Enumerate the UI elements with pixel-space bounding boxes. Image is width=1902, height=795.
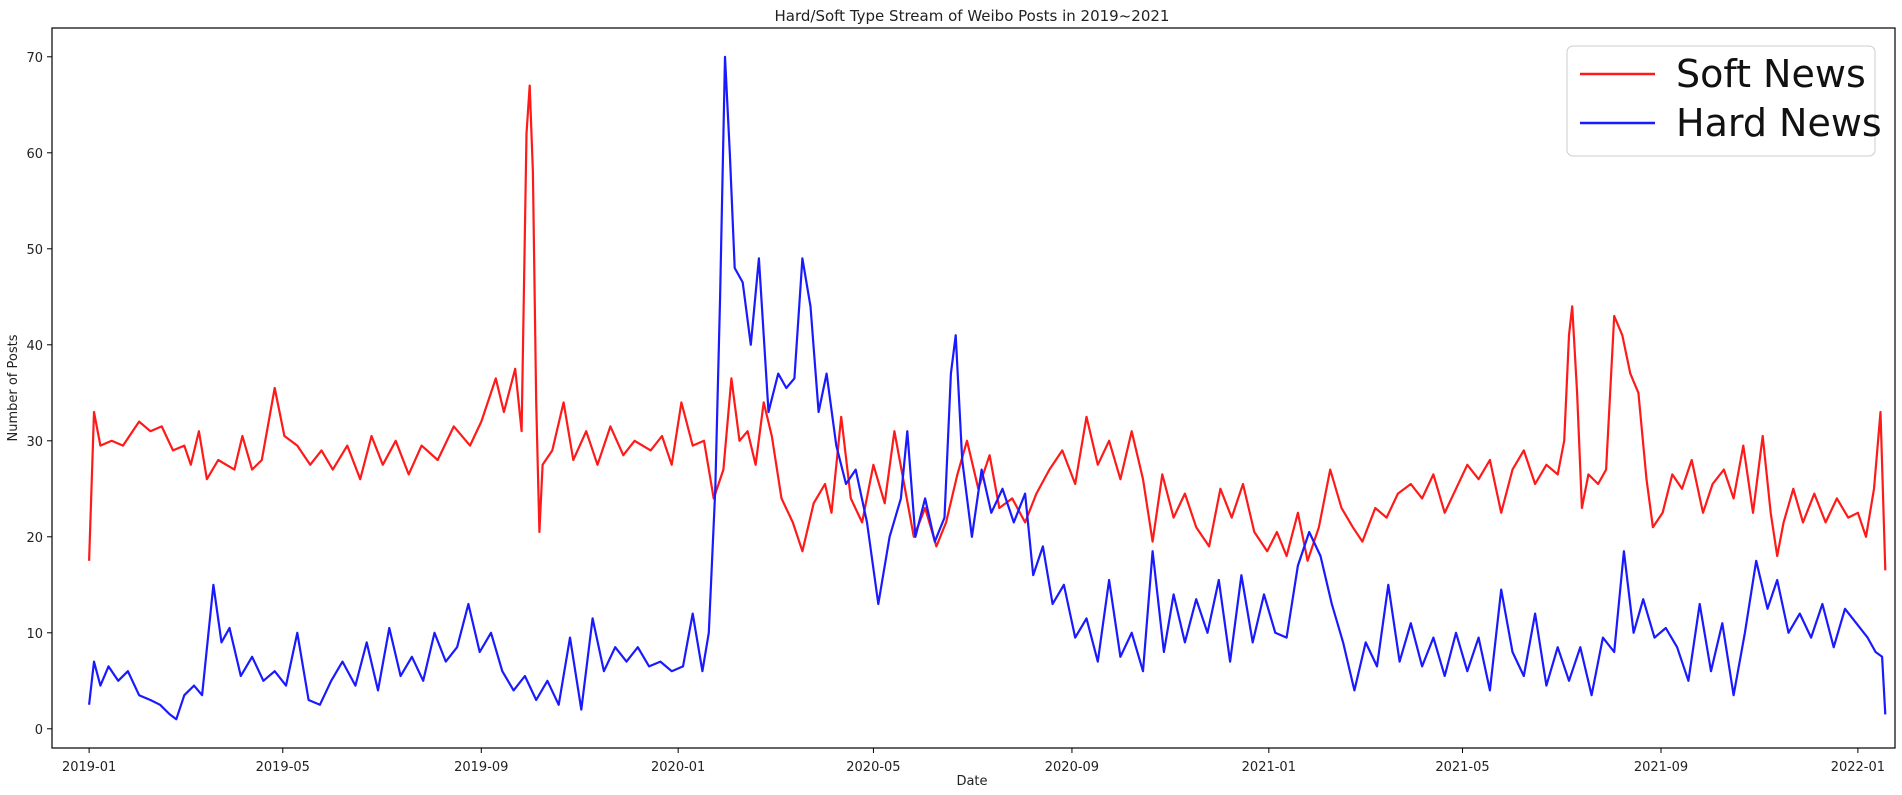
x-tick-label: 2019-09 [454,760,508,775]
x-tick-label: 2022-01 [1831,760,1885,775]
x-axis: 2019-01 2019-05 2019-09 2020-01 2020-05 2020-… [62,748,1885,775]
legend-soft-news-label: Soft News [1676,52,1866,96]
x-tick-label: 2021-09 [1634,760,1688,775]
y-tick-label: 70 [26,51,43,66]
y-tick-label: 10 [26,627,43,642]
plot-lines [88,55,1887,721]
series-line-hard-news [88,55,1887,721]
x-tick-label: 2021-01 [1242,760,1296,775]
y-axis-title: Number of Posts [6,334,21,441]
y-axis: 0 10 20 30 40 50 60 70 [26,51,52,738]
y-tick-label: 40 [26,339,43,354]
y-tick-label: 50 [26,243,43,258]
x-tick-label: 2020-09 [1045,760,1099,775]
series-line-soft-news [88,84,1887,571]
plot-frame [51,27,1896,749]
y-tick-label: 60 [26,147,43,162]
y-tick-label: 0 [35,723,43,738]
chart-title: Hard/Soft Type Stream of Weibo Posts in … [775,7,1170,25]
legend-hard-news-label: Hard News [1676,101,1882,145]
x-tick-label: 2019-01 [62,760,116,775]
x-axis-title: Date [956,774,987,789]
legend: Soft News Hard News [1566,45,1882,157]
x-tick-label: 2019-05 [256,760,310,775]
x-tick-label: 2021-05 [1435,760,1489,775]
y-tick-label: 20 [26,531,43,546]
x-tick-label: 2020-01 [651,760,705,775]
y-tick-label: 30 [26,435,43,450]
x-tick-label: 2020-05 [846,760,900,775]
